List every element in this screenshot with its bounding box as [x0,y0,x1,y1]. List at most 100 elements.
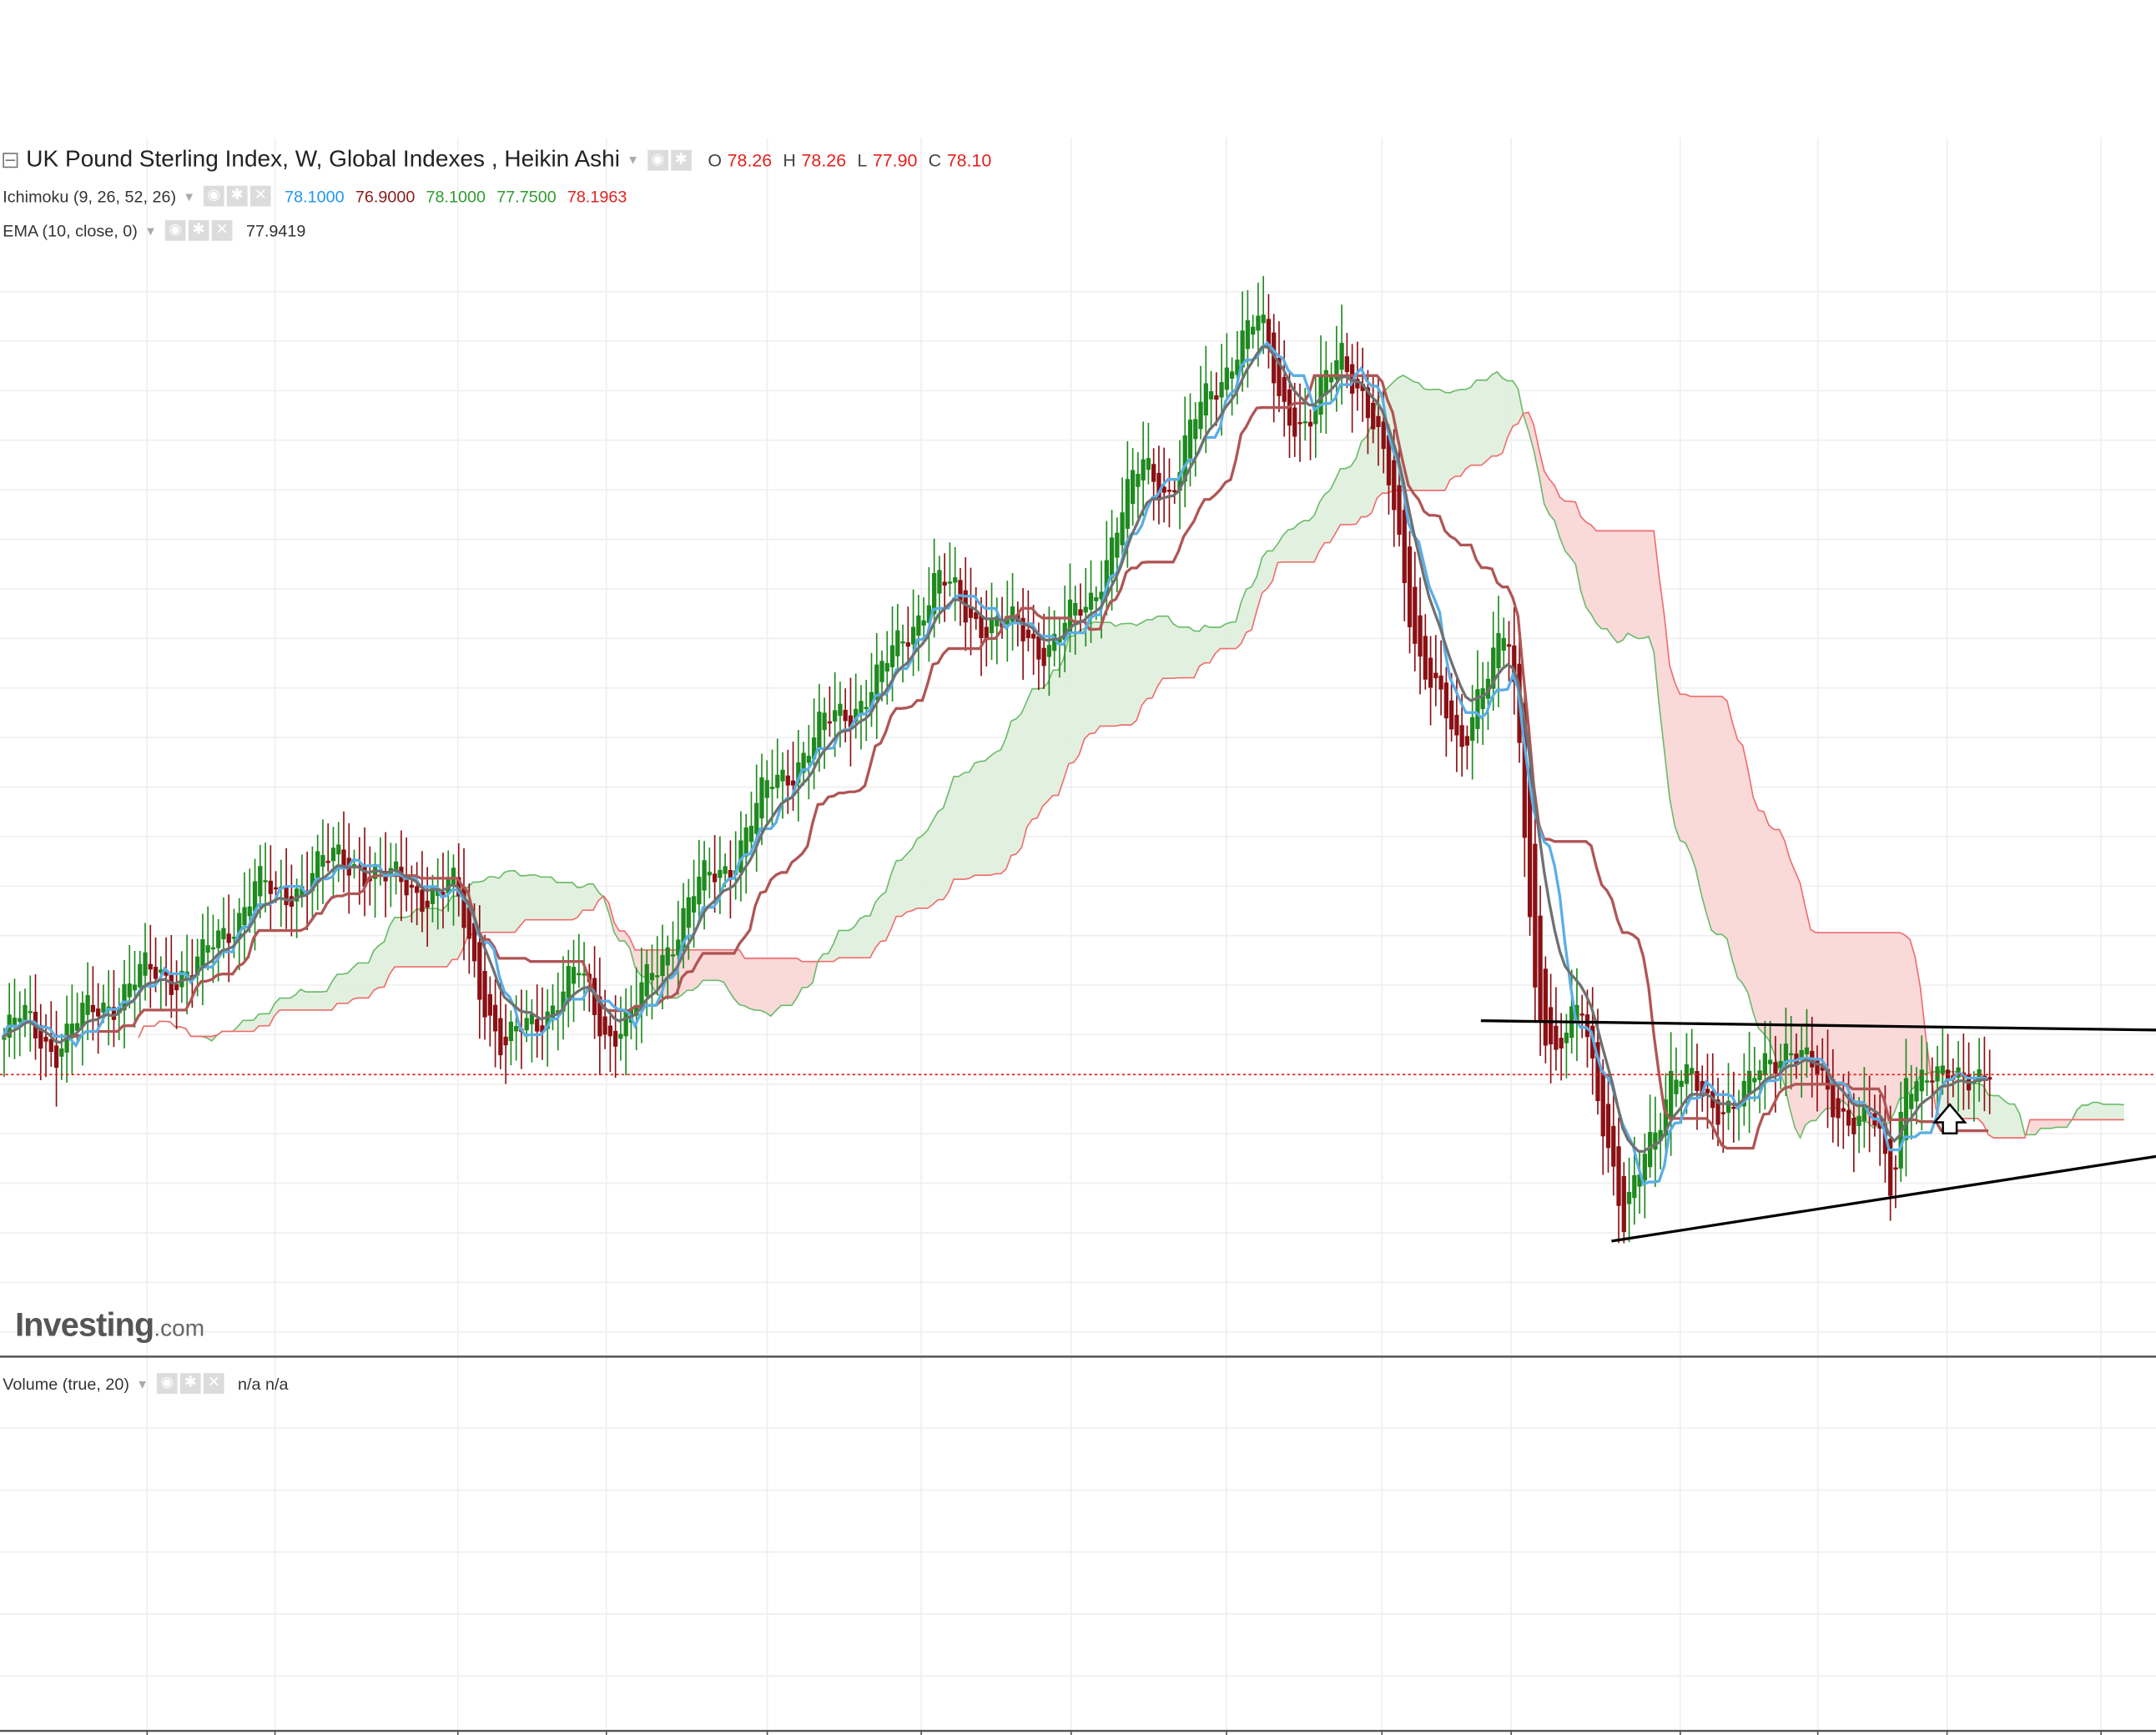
candle-bull [1679,1080,1684,1088]
candle-bull [670,954,676,957]
chevron-down-icon[interactable]: ▼ [136,1376,149,1391]
candle-bear [148,963,153,970]
close-icon[interactable]: ✕ [249,185,271,207]
ohlc-values: O 78.26 H 78.26 L 77.90 C 78.10 [705,146,1000,174]
candle-bear [1307,421,1313,427]
candle-bear [498,1018,503,1056]
candle-bull [1935,1066,1940,1082]
volume-label[interactable]: Volume (true, 20) [3,1374,129,1394]
candle-bull [1067,599,1073,632]
candle-bear [1161,486,1166,493]
candle-bull [69,1023,74,1038]
ema-label[interactable]: EMA (10, close, 0) [3,220,138,240]
candle-bull [707,872,713,876]
collapse-icon[interactable] [3,152,18,168]
candle-bear [1559,1038,1564,1049]
chevron-down-icon[interactable]: ▼ [627,153,639,167]
ichimoku-values: 78.1000 76.9000 78.1000 77.7500 78.1963 [285,187,637,206]
candle-bear [415,886,420,893]
candle-bull [1861,1104,1866,1121]
candle-bull [1684,1064,1690,1084]
main-series-legend: UK Pound Sterling Index, W, Global Index… [3,146,1000,174]
candle-bull [561,991,566,1012]
candle-bull [330,847,336,862]
close-icon[interactable]: ✕ [203,1373,224,1394]
ichimoku-value-0: 78.1000 [285,186,345,206]
gear-icon[interactable]: ✱ [670,148,692,170]
candle-bull [138,963,143,988]
candle-bear [43,1037,48,1042]
candle-bull [932,573,937,615]
candle-bull [524,1018,529,1031]
tenkan-sen-line [1,340,1989,1186]
candle-bear [728,870,733,880]
candle-bull [1339,343,1344,370]
candle-bull [874,664,879,700]
candle-bull [550,1005,556,1021]
cloud-bull-segment [1931,1071,2031,1139]
candle-bear [1266,319,1272,346]
candle-bear [471,923,477,962]
series-title[interactable]: UK Pound Sterling Index, W, Global Index… [26,145,620,173]
ichimoku-label[interactable]: Ichimoku (9, 26, 52, 26) [3,186,177,206]
candle-bull [676,939,681,956]
candle-bear [1418,615,1423,657]
eye-icon[interactable]: ◉ [203,185,224,207]
ichimoku-cloud [138,370,2124,1139]
ohlc-value-h: 78.26 [801,149,847,171]
candle-bear [1527,770,1533,918]
gear-icon[interactable]: ✱ [226,185,248,207]
candle-bull [514,1026,519,1032]
candle-bull [231,937,237,939]
candle-bull [1130,470,1136,505]
candle-bull [910,626,916,645]
ohlc-value-l: 77.90 [872,149,918,171]
candle-bear [441,892,446,895]
candle-bull [101,1002,106,1013]
eye-icon[interactable]: ◉ [647,148,668,170]
candle-bull [1224,367,1229,390]
gear-icon[interactable]: ✱ [188,219,209,241]
candle-bull [1052,633,1057,651]
candle-bull [2,1038,7,1040]
ichimoku-value-1: 76.9000 [355,186,416,206]
candle-bear [1365,387,1371,419]
candle-bull [780,769,785,782]
candle-bull [1789,1053,1794,1056]
eye-icon[interactable]: ◉ [164,219,186,241]
candle-bear [1025,629,1031,638]
candle-bear [1820,1067,1825,1071]
candle-bull [665,947,670,966]
candle-bear [1831,1079,1836,1118]
candle-bear [1533,843,1538,988]
candle-bull [738,840,743,873]
logo-suffix: .com [154,1315,205,1342]
candle-bull [1261,314,1266,324]
candle-bear [1945,1069,1951,1081]
candle-bull [1115,532,1120,558]
candle-bear [1930,1080,1935,1083]
trendline-support [1611,1154,2156,1243]
candle-bear [848,715,854,727]
candle-bull [545,1011,550,1029]
eye-icon[interactable]: ◉ [156,1373,178,1394]
candle-bull [995,616,1000,626]
candle-bull [1046,645,1052,657]
candle-bull [336,844,341,855]
candle-bear [1407,546,1413,627]
indicator-lines [1,340,1989,1186]
chevron-down-icon[interactable]: ▼ [144,224,157,238]
gear-icon[interactable]: ✱ [179,1373,201,1394]
candle-bear [1600,1071,1605,1137]
ohlc-value-c: 78.10 [946,149,992,171]
candle-bull [237,913,242,938]
candle-bull [1104,560,1109,596]
candle-bull [106,1006,111,1009]
candle-bear [1297,421,1302,425]
chevron-down-icon[interactable]: ▼ [183,189,196,204]
candle-bear [1423,636,1428,680]
candle-bear [1512,645,1517,682]
candle-bull [582,973,587,976]
close-icon[interactable]: ✕ [211,219,233,241]
